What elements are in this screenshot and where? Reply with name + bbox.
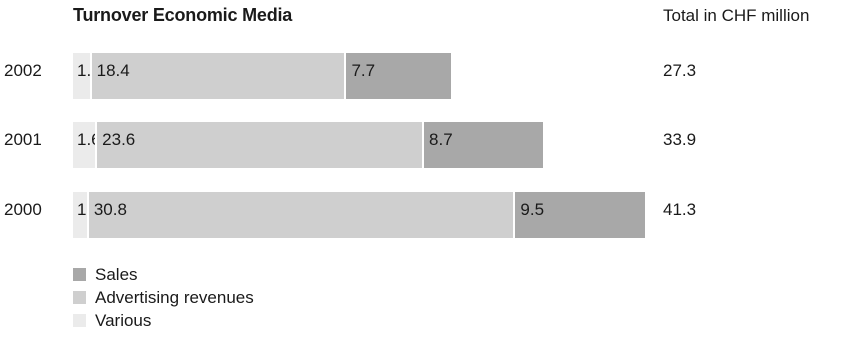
legend: Sales Advertising revenues Various xyxy=(73,263,254,332)
bar-segment-various-2002 xyxy=(73,53,90,99)
total-value-2001: 33.9 xyxy=(663,130,697,149)
bar-segment-sales-2001 xyxy=(422,122,543,168)
legend-item-various: Various xyxy=(73,309,254,332)
total-value-2000: 41.3 xyxy=(663,200,697,219)
legend-item-sales: Sales xyxy=(73,263,254,286)
bar-segment-advertising-revenues-2001 xyxy=(95,122,423,168)
legend-swatch-sales xyxy=(73,268,86,281)
bar-segment-advertising-revenues-2002 xyxy=(89,53,345,99)
legend-label-sales: Sales xyxy=(95,264,138,284)
total-value-2002: 27.3 xyxy=(663,61,697,80)
bar-label-sales-2002: 7.7 xyxy=(351,61,376,80)
year-label-2000: 2000 xyxy=(4,200,42,219)
legend-swatch-various xyxy=(73,314,86,327)
legend-label-advertising-revenues: Advertising revenues xyxy=(95,287,254,307)
bar-segment-advertising-revenues-2000 xyxy=(86,192,514,238)
chart-title: Turnover Economic Media xyxy=(73,5,293,25)
bar-label-sales-2000: 9.5 xyxy=(520,200,545,219)
bar-label-various-2001: 1.6 xyxy=(77,130,101,149)
bar-label-advertising-revenues-2000: 30.8 xyxy=(93,200,127,219)
bar-segment-sales-2000 xyxy=(513,192,645,238)
bar-segment-various-2000 xyxy=(73,192,87,238)
year-label-2001: 2001 xyxy=(4,130,42,149)
bar-label-advertising-revenues-2002: 18.4 xyxy=(96,61,130,80)
bar-label-sales-2001: 8.7 xyxy=(429,130,453,149)
bar-segment-various-2001 xyxy=(73,122,96,168)
legend-swatch-advertising-revenues xyxy=(73,291,86,304)
legend-label-various: Various xyxy=(95,310,152,330)
bar-label-advertising-revenues-2001: 23.6 xyxy=(102,130,136,149)
legend-item-advertising-revenues: Advertising revenues xyxy=(73,286,254,309)
bar-segment-sales-2002 xyxy=(344,53,452,99)
year-label-2002: 2002 xyxy=(4,61,42,80)
total-column-header: Total in CHF million xyxy=(663,6,810,25)
